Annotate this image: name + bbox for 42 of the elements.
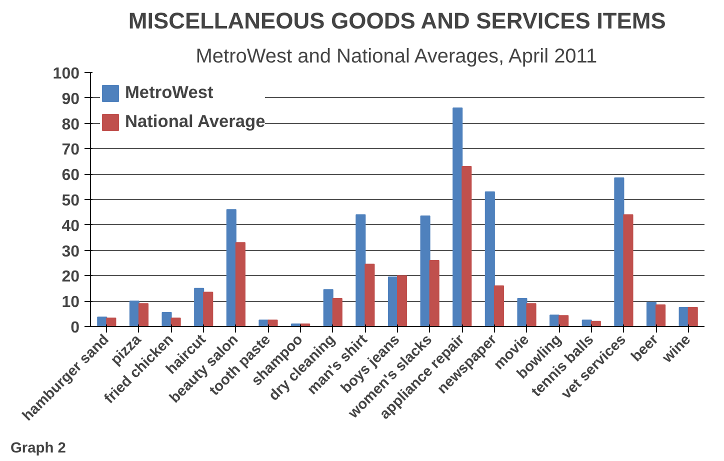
bar bbox=[484, 191, 495, 326]
y-tick-label: 10 bbox=[62, 294, 80, 312]
bar bbox=[138, 303, 149, 326]
bar bbox=[526, 303, 536, 326]
y-tick-label: 60 bbox=[62, 167, 80, 184]
bar bbox=[614, 177, 624, 326]
bar bbox=[162, 312, 172, 326]
bar bbox=[203, 292, 214, 326]
bar bbox=[356, 214, 366, 326]
chart-title: MISCELLANEOUS GOODS AND SERVICES ITEMS bbox=[128, 8, 666, 34]
y-tick-label: 100 bbox=[52, 66, 80, 82]
bar bbox=[558, 315, 569, 326]
bar bbox=[323, 289, 334, 326]
bar bbox=[462, 166, 472, 326]
bar bbox=[106, 318, 116, 326]
y-tick-label: 20 bbox=[62, 268, 80, 286]
bar bbox=[623, 214, 634, 326]
bar bbox=[429, 260, 440, 326]
bar bbox=[235, 242, 246, 326]
y-tick-label: 90 bbox=[62, 90, 80, 108]
bar bbox=[364, 264, 375, 326]
bar bbox=[494, 285, 504, 326]
y-tick-label: 70 bbox=[62, 142, 80, 159]
bar bbox=[226, 209, 236, 326]
legend-label: MetroWest bbox=[125, 82, 214, 103]
legend-label: National Average bbox=[125, 111, 266, 132]
y-tick-label: 50 bbox=[62, 192, 80, 210]
y-tick-label: 0 bbox=[70, 320, 80, 336]
y-tick-label: 30 bbox=[62, 243, 80, 260]
bar bbox=[332, 298, 342, 326]
bar bbox=[397, 275, 408, 326]
caption: Graph 2 bbox=[10, 440, 66, 456]
bar bbox=[656, 304, 666, 326]
y-tick-label: 40 bbox=[62, 218, 80, 235]
bar bbox=[268, 320, 278, 326]
chart-subtitle: MetroWest and National Averages, April 2011 bbox=[196, 46, 598, 68]
bar bbox=[170, 318, 181, 326]
y-tick-label: 80 bbox=[62, 116, 80, 134]
bar bbox=[517, 298, 528, 326]
bar bbox=[452, 108, 463, 326]
bar bbox=[420, 216, 430, 326]
bar bbox=[688, 306, 698, 326]
